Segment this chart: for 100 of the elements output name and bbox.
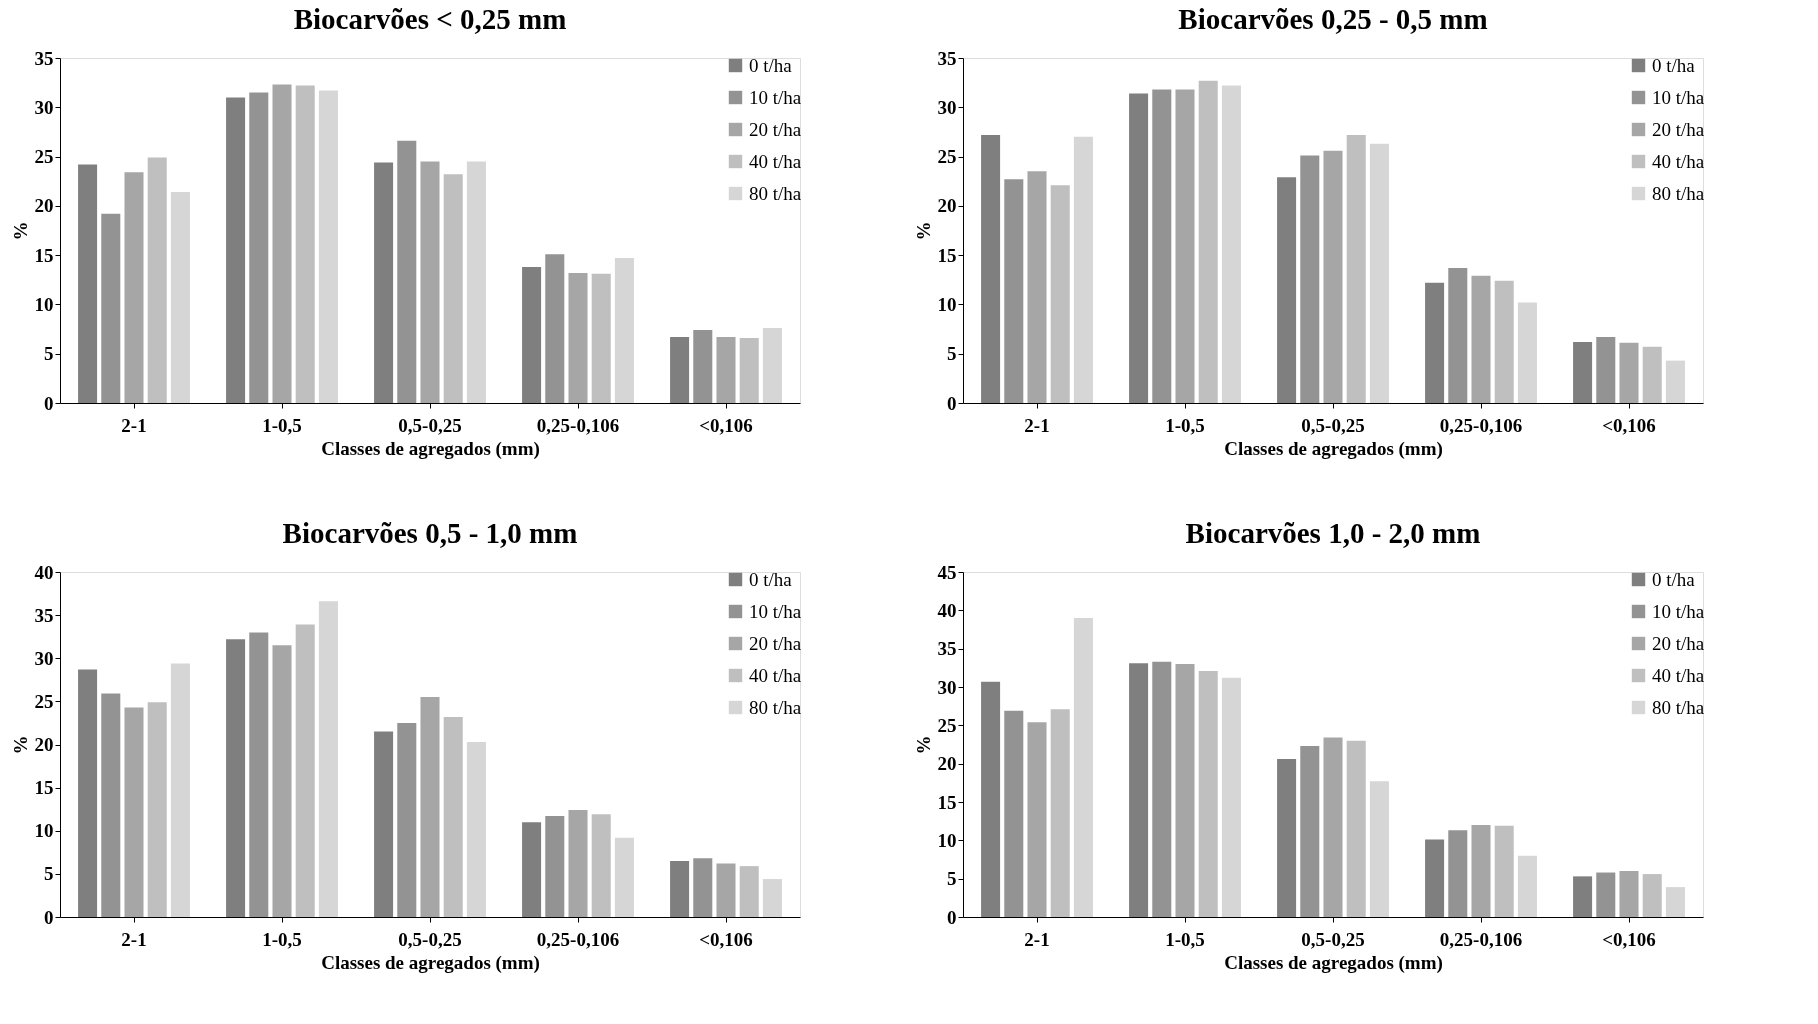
- bar: [545, 816, 565, 917]
- bar: [1221, 85, 1241, 403]
- bar: [1027, 171, 1047, 403]
- bar: [1175, 89, 1195, 403]
- y-tick-label: 25: [34, 690, 54, 712]
- bar: [420, 697, 440, 917]
- bar: [272, 645, 292, 917]
- legend-label: 40 t/ha: [1652, 664, 1705, 686]
- bar: [1300, 155, 1320, 403]
- y-tick-label: 30: [34, 647, 54, 669]
- x-tick-label: 0,5-0,25: [1301, 928, 1365, 950]
- bar: [443, 716, 463, 917]
- bar: [124, 172, 144, 403]
- bar: [591, 273, 611, 403]
- bar: [1175, 664, 1195, 917]
- bar: [693, 858, 713, 917]
- y-tick-label: 15: [937, 244, 957, 266]
- x-tick-label: 2-1: [121, 928, 147, 950]
- x-tick-label: 0,5-0,25: [398, 414, 462, 436]
- y-tick-label: 45: [937, 561, 957, 583]
- bar: [614, 258, 634, 403]
- bar: [1073, 136, 1093, 403]
- y-tick-label: 30: [34, 96, 54, 118]
- bar: [670, 860, 690, 917]
- bar: [1277, 759, 1297, 917]
- bar: [1369, 781, 1389, 917]
- y-tick-label: 25: [34, 146, 54, 168]
- x-tick-label: <0,106: [1602, 414, 1656, 436]
- y-tick-label: 20: [937, 753, 957, 775]
- bar: [1665, 360, 1685, 403]
- bar: [614, 837, 634, 917]
- bar: [170, 192, 190, 403]
- x-tick-label: 0,25-0,106: [536, 928, 620, 950]
- y-tick-label: 15: [34, 777, 54, 799]
- bar: [762, 879, 782, 917]
- legend-label: 40 t/ha: [749, 664, 802, 686]
- legend-label: 10 t/ha: [1652, 86, 1705, 108]
- y-tick-label: 10: [34, 293, 54, 315]
- legend-label: 0 t/ha: [749, 568, 793, 590]
- bar: [545, 254, 565, 403]
- bar: [420, 161, 440, 403]
- bar: [1471, 275, 1491, 403]
- x-tick-label: 1-0,5: [262, 928, 302, 950]
- y-axis-title: %: [9, 221, 31, 241]
- bar: [568, 810, 588, 917]
- y-tick-label: 0: [947, 906, 957, 928]
- bar: [522, 266, 542, 403]
- bar: [1346, 134, 1366, 403]
- y-tick-label: 25: [937, 714, 957, 736]
- legend-label: 0 t/ha: [1652, 54, 1696, 76]
- bar: [1448, 830, 1468, 917]
- y-tick-label: 40: [34, 561, 54, 583]
- bar: [318, 601, 338, 917]
- bar: [374, 731, 394, 917]
- bar: [1198, 80, 1218, 403]
- x-tick-label: 0,25-0,106: [536, 414, 620, 436]
- chart-title: Biocarvões 0,25 - 0,5 mm: [1178, 3, 1488, 35]
- y-tick-label: 35: [34, 47, 54, 69]
- bar: [1073, 618, 1093, 917]
- bar: [124, 707, 144, 917]
- y-tick-label: 35: [937, 638, 957, 660]
- legend-label: 10 t/ha: [749, 86, 802, 108]
- bar: [1494, 825, 1514, 917]
- x-tick-label: <0,106: [699, 414, 753, 436]
- bar: [318, 90, 338, 403]
- legend-label: 20 t/ha: [749, 632, 802, 654]
- bar: [374, 162, 394, 403]
- bar: [1619, 871, 1639, 917]
- x-axis-title: Classes de agregados (mm): [321, 951, 540, 974]
- x-axis-title: Classes de agregados (mm): [1224, 437, 1443, 460]
- bar: [397, 140, 417, 403]
- bar: [1619, 342, 1639, 403]
- bar: [981, 681, 1001, 917]
- bar: [101, 213, 121, 403]
- y-tick-label: 20: [34, 195, 54, 217]
- y-tick-label: 30: [937, 676, 957, 698]
- bar: [443, 174, 463, 403]
- bar: [1517, 302, 1537, 403]
- y-tick-label: 10: [937, 293, 957, 315]
- x-tick-label: 2-1: [121, 414, 147, 436]
- bar: [295, 85, 315, 403]
- bar: [295, 624, 315, 917]
- bar: [591, 814, 611, 917]
- x-tick-label: 0,25-0,106: [1439, 928, 1523, 950]
- bar: [466, 741, 486, 917]
- y-tick-label: 15: [937, 791, 957, 813]
- x-tick-label: 1-0,5: [1165, 414, 1205, 436]
- y-axis-title: %: [912, 735, 934, 755]
- legend-label: 40 t/ha: [749, 150, 802, 172]
- bar: [762, 328, 782, 403]
- bar: [101, 693, 121, 917]
- y-tick-label: 0: [947, 392, 957, 414]
- y-tick-label: 0: [44, 392, 54, 414]
- legend-label: 20 t/ha: [1652, 118, 1705, 140]
- bar: [1517, 855, 1537, 917]
- chart-title: Biocarvões 0,5 - 1,0 mm: [282, 517, 578, 549]
- bar: [1346, 740, 1366, 917]
- legend-label: 80 t/ha: [1652, 182, 1705, 204]
- y-tick-label: 10: [34, 820, 54, 842]
- bar: [249, 92, 269, 403]
